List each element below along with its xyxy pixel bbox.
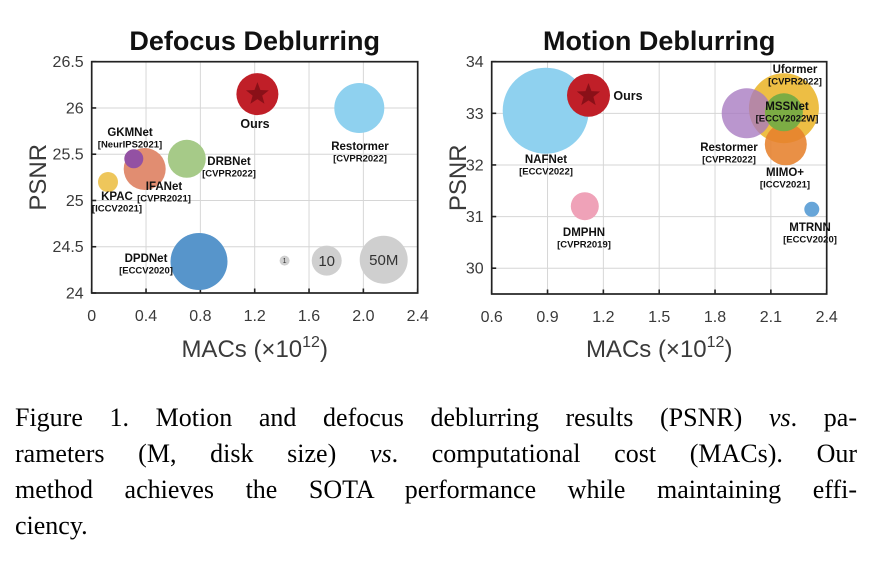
y-tick-label: 30	[466, 261, 484, 278]
y-axis-label: PSNR	[445, 144, 472, 211]
bubble-mssnet	[764, 93, 803, 132]
x-tick-label: 1.8	[704, 309, 726, 326]
plot-frame	[90, 60, 419, 294]
y-tick-label: 31	[466, 209, 484, 226]
point-name-nafnet: NAFNet	[525, 154, 567, 166]
bubble-dpdnet	[170, 233, 228, 290]
size-legend-label: 50M	[369, 252, 398, 269]
caption-line: rameters (M, disk size) vs. computationa…	[15, 439, 857, 468]
bubble-ours-defocus	[236, 73, 279, 116]
point-venue-restormer-defocus: [CVPR2022]	[333, 154, 387, 165]
caption-line: method achieves the SOTA performance whi…	[15, 475, 857, 504]
point-venue-ifanet: [CVPR2021]	[137, 194, 191, 205]
y-tick-label: 25.5	[53, 147, 84, 164]
point-name-gkmnet: GKMNet	[107, 127, 153, 139]
star-marker-icon	[576, 83, 601, 106]
bubble-restormer-motion	[721, 88, 772, 139]
x-tick-label: 2.0	[352, 308, 374, 325]
plot-frame	[490, 60, 828, 295]
bubble-kpac	[98, 172, 118, 192]
point-name-restormer-defocus: Restormer	[331, 141, 389, 153]
point-name-kpac: KPAC	[101, 191, 133, 203]
caption-line: Figure 1. Motion and defocus deblurring …	[15, 403, 857, 432]
x-axis-label: MACs (×1012)	[586, 334, 733, 363]
point-venue-mimo-plus: [ICCV2021]	[760, 180, 810, 191]
bubble-mtrnn	[804, 201, 820, 217]
point-venue-drbnet: [CVPR2022]	[202, 169, 256, 180]
figure-caption: Figure 1. Motion and defocus deblurring …	[15, 400, 857, 544]
axis-ticks: 0.6 0.9 1.2 1.5 1.8 2.1 2.4 30 31 32 33 34	[466, 54, 838, 326]
y-axis-label: PSNR	[25, 144, 52, 211]
point-name-restormer-motion: Restormer	[700, 142, 758, 154]
bubble-size-1: 1	[279, 255, 290, 266]
point-venue-uformer: [CVPR2022]	[768, 77, 822, 88]
chart-title: Defocus Deblurring	[129, 26, 380, 56]
point-venue-mssnet: [ECCV2022W]	[756, 114, 819, 125]
point-labels: NAFNet[ECCV2022] Ours DMPHN[CVPR2019] Uform…	[519, 64, 837, 251]
y-tick-label: 24.5	[53, 239, 84, 256]
motion-deblurring-chart: 0.6 0.9 1.2 1.5 1.8 2.1 2.43031323334NAFNet[EC…	[445, 26, 838, 363]
point-venue-nafnet: [ECCV2022]	[519, 167, 573, 178]
bubble-size-10: 10	[311, 245, 342, 276]
y-tick-label: 34	[466, 54, 484, 71]
x-tick-label: 0.4	[135, 308, 157, 325]
point-name-uformer: Uformer	[773, 64, 818, 76]
y-tick-label: 33	[466, 106, 484, 123]
point-name-ifanet: IFANet	[146, 181, 183, 193]
bubble-ours-motion	[567, 73, 610, 117]
x-tick-label: 2.4	[816, 309, 838, 326]
size-legend-label: 1	[283, 258, 287, 265]
x-tick-label: 0.9	[536, 309, 558, 326]
x-tick-label: 1.5	[648, 309, 670, 326]
caption-line: ciency.	[15, 511, 88, 540]
x-tick-label: 1.2	[244, 308, 266, 325]
x-tick-label: 2.4	[407, 308, 429, 325]
point-name-mtrnn: MTRNN	[789, 222, 831, 234]
point-venue-kpac: [ICCV2021]	[92, 204, 142, 215]
point-name-ours-motion: Ours	[613, 89, 642, 103]
x-axis-label: MACs (×1012)	[181, 334, 328, 363]
y-tick-label: 26	[66, 100, 84, 117]
bubble-drbnet	[167, 139, 206, 178]
bubble-gkmnet	[124, 149, 144, 169]
axis-ticks: 0 0.4 0.8 1.2 1.6 2.0 2.4 24 24.5 25 25.5 26 26.5	[53, 54, 429, 325]
y-tick-label: 24	[66, 286, 84, 303]
point-name-dmphn: DMPHN	[563, 227, 605, 239]
y-tick-label: 26.5	[53, 54, 84, 71]
y-tick-label: 32	[466, 157, 484, 174]
y-tick-label: 25	[66, 193, 84, 210]
x-tick-label: 2.1	[760, 309, 782, 326]
data-points: 1 10 50M	[98, 73, 408, 290]
point-venue-dmphn: [CVPR2019]	[557, 240, 611, 251]
point-venue-restormer-motion: [CVPR2022]	[702, 155, 756, 166]
bubble-dmphn	[570, 192, 599, 221]
x-tick-label: 0.8	[189, 308, 211, 325]
x-tick-label: 1.6	[298, 308, 320, 325]
point-name-dpdnet: DPDNet	[125, 253, 168, 265]
point-venue-gkmnet: [NeurIPS2021]	[98, 140, 162, 151]
point-venue-mtrnn: [ECCV2020]	[783, 235, 837, 246]
x-tick-label: 0	[87, 308, 96, 325]
point-name-mssnet: MSSNet	[765, 101, 809, 113]
point-labels: KPAC[ICCV2021] IFANet[CVPR2021] GKMNet[Neu…	[92, 117, 389, 277]
chart-title: Motion Deblurring	[543, 26, 775, 56]
x-tick-label: 1.2	[592, 309, 614, 326]
size-legend-label: 10	[318, 253, 335, 270]
point-name-drbnet: DRBNet	[207, 156, 251, 168]
point-name-ours-defocus: Ours	[240, 117, 269, 131]
star-marker-icon	[246, 82, 269, 104]
bubble-mimo-plus	[764, 123, 807, 166]
point-venue-dpdnet: [ECCV2020]	[119, 266, 173, 277]
bubble-restormer-defocus	[334, 83, 385, 133]
point-name-mimo-plus: MIMO+	[766, 167, 804, 179]
bubble-nafnet	[502, 67, 589, 154]
bubble-size-50m: 50M	[359, 235, 408, 284]
data-points	[502, 67, 820, 221]
x-tick-label: 0.6	[481, 309, 503, 326]
defocus-deblurring-chart: 0 0.4 0.8 1.2 1.6 2.0 2.4 24 24.5 25 25.5 26 26.5 1 10…	[25, 26, 429, 363]
